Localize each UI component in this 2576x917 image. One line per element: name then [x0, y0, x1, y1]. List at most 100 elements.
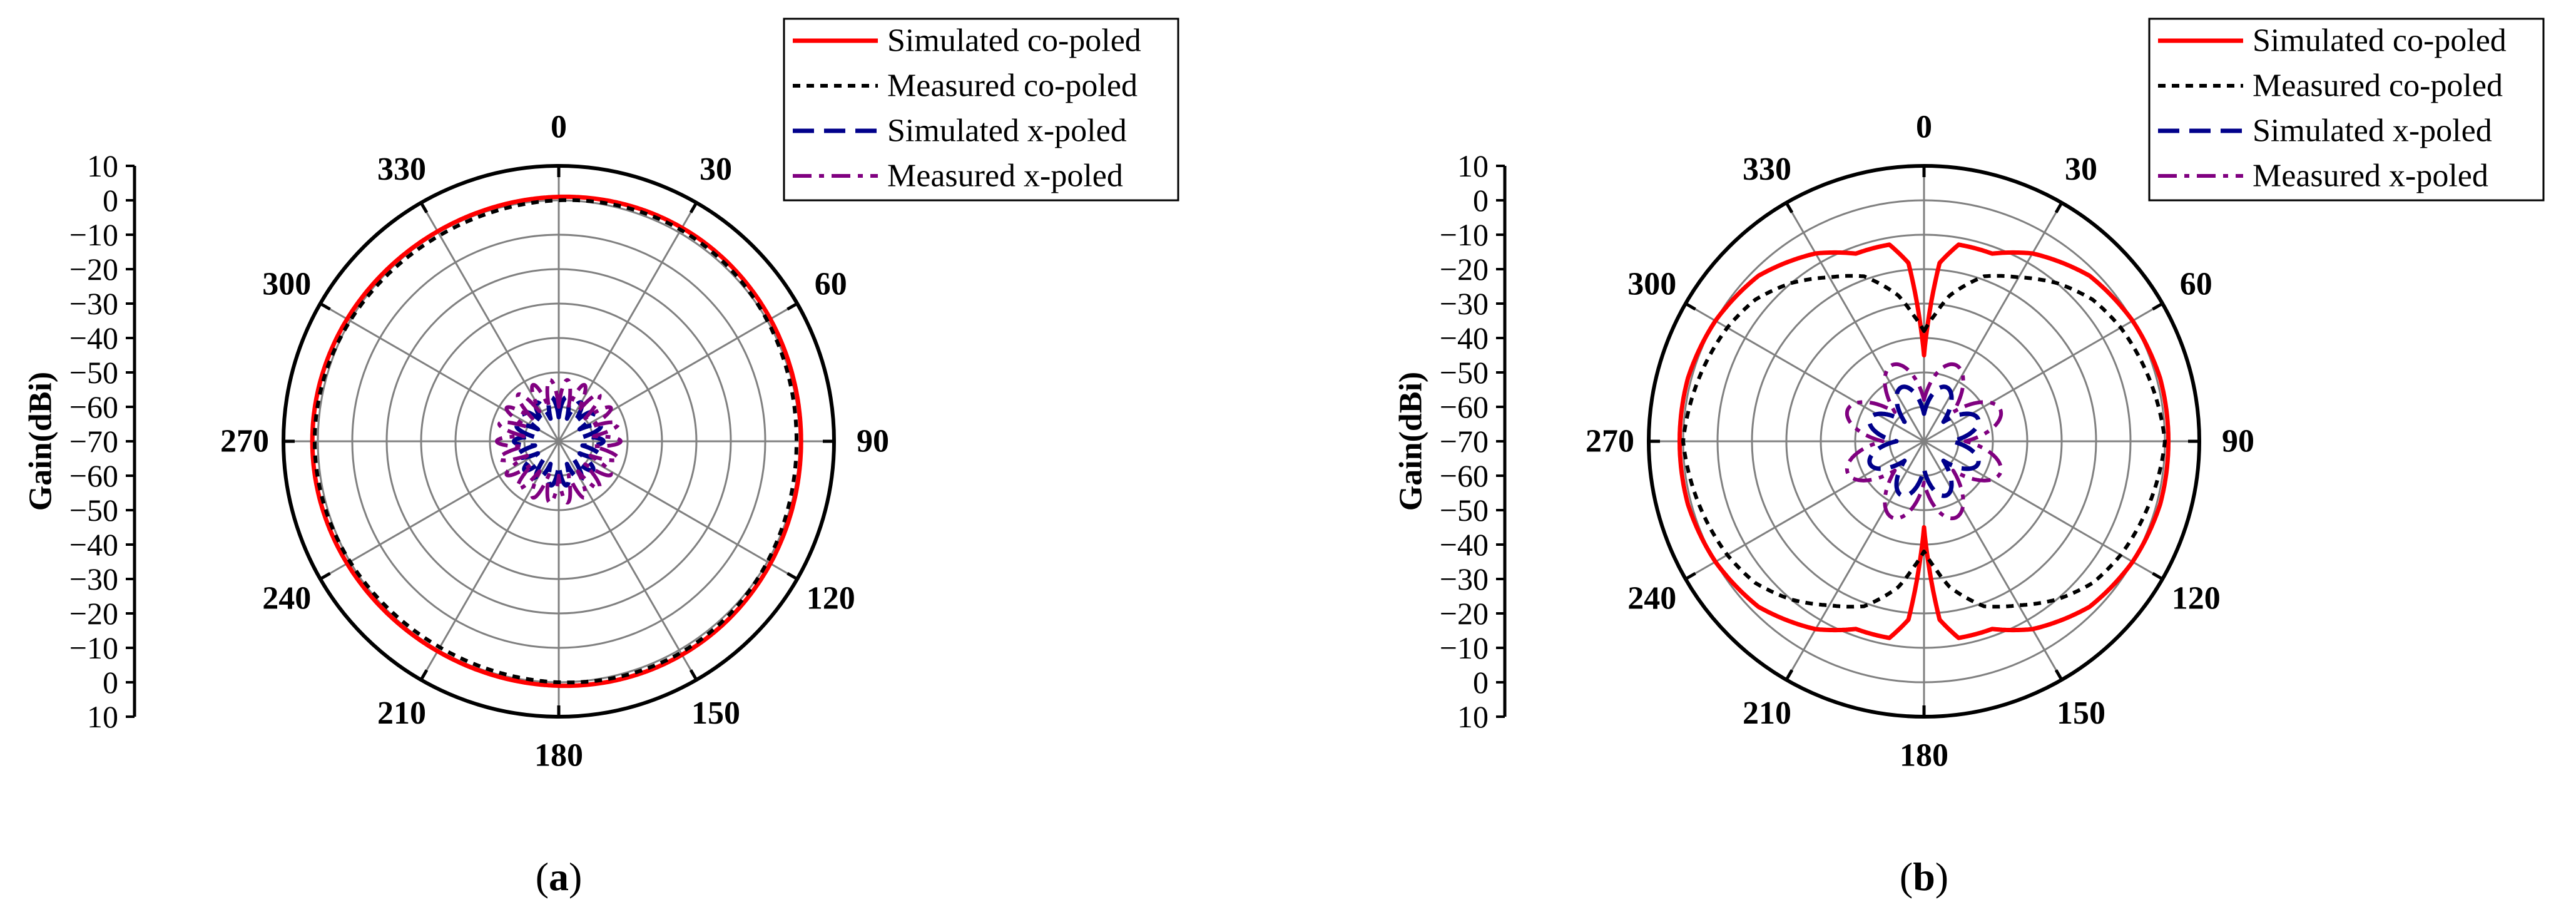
- angle-tick: [1784, 669, 1794, 681]
- axis-tick-label: −70: [1440, 424, 1489, 459]
- series-line-measured-x-poled: [1845, 362, 2003, 521]
- angle-tick: [2152, 302, 2164, 311]
- axis-tick-label: −30: [1440, 286, 1489, 321]
- angle-labels: 0 30 60 90 120 150 180 210 240 270 300 330: [1586, 110, 2254, 774]
- grid-spoke: [1685, 440, 1925, 580]
- panel-caption: (a): [536, 854, 583, 899]
- grid-spoke: [320, 440, 559, 580]
- angular-grid: [283, 166, 834, 717]
- angle-label: 180: [534, 738, 583, 774]
- angle-tick: [2054, 669, 2064, 681]
- legend-entry: Simulated co-poled: [2253, 23, 2507, 59]
- axis-tick-label: 10: [1457, 148, 1489, 183]
- radial-axis: 100−10−20−30−40−50−60−70−60−50−40−30−20−…: [1393, 148, 1507, 734]
- axis-tick-label: 10: [1457, 699, 1489, 734]
- series-line-simulated-x-poled: [1867, 384, 1981, 498]
- legend: Simulated co-poled Measured co-poled Simul…: [2148, 18, 2545, 202]
- legend-box: [783, 18, 1179, 202]
- angle-label: 30: [2065, 151, 2097, 187]
- grid-spoke: [1685, 302, 1925, 443]
- legend-entry: Simulated x-poled: [887, 113, 1127, 149]
- angle-tick: [689, 669, 698, 681]
- series-line-measured-x-poled: [495, 378, 623, 505]
- angle-label: 240: [262, 581, 311, 617]
- angle-label: 0: [551, 110, 567, 145]
- angle-tick: [787, 302, 798, 311]
- polar-chart-a: 0306090120150180210240270300330100−10−20…: [23, 18, 1179, 899]
- angle-label: 270: [220, 424, 269, 459]
- legend: Simulated co-poled Measured co-poled Simul…: [783, 18, 1179, 202]
- radial-axis: 100−10−20−30−40−50−60−70−60−50−40−30−20−…: [23, 148, 136, 734]
- legend-entry: Measured co-poled: [2253, 68, 2503, 104]
- axis-tick-label: −60: [1440, 389, 1489, 424]
- axis-tick-label: −50: [69, 355, 118, 390]
- grid-spoke: [557, 441, 698, 680]
- axis-tick-label: −60: [69, 458, 118, 493]
- legend-box: [2148, 18, 2545, 202]
- angle-labels: 0 30 60 90 120 150 180 210 240 270 300 330: [220, 110, 889, 774]
- angle-label: 210: [1743, 695, 1791, 731]
- angle-label: 300: [1627, 267, 1676, 302]
- polar-chart-b: 0306090120150180210240270300330100−10−20…: [1393, 18, 2545, 899]
- caption-open-paren: (: [1900, 854, 1913, 899]
- series-line-simulated-co-poled: [1677, 242, 2171, 640]
- axis-tick-label: −40: [69, 320, 118, 356]
- grid-spoke: [1923, 441, 2063, 680]
- axis-tick-label: −20: [1440, 596, 1489, 631]
- legend-entry: Measured x-poled: [887, 158, 1123, 194]
- axis-tick-label: −30: [69, 286, 118, 321]
- caption-open-paren: (: [536, 854, 549, 899]
- angle-label: 120: [2172, 581, 2221, 617]
- angle-label: 150: [2057, 695, 2105, 731]
- axis-tick-label: 10: [87, 699, 118, 734]
- y-axis-label: Gain(dBi): [1393, 372, 1429, 511]
- series-line-measured-co-poled: [1681, 274, 2167, 609]
- y-axis-label: Gain(dBi): [23, 372, 59, 511]
- angle-tick: [1784, 202, 1794, 213]
- axis-tick-label: −60: [69, 389, 118, 424]
- axis-tick-label: −50: [1440, 355, 1489, 390]
- angle-label: 240: [1627, 581, 1676, 617]
- angle-tick: [419, 202, 429, 213]
- axis-tick-label: −30: [1440, 561, 1489, 597]
- axis-tick-label: −10: [1440, 217, 1489, 252]
- legend-entry: Simulated x-poled: [2253, 113, 2492, 149]
- angle-tick: [1684, 302, 1696, 311]
- legend-entry: Measured x-poled: [2253, 158, 2488, 194]
- series-line-simulated-co-poled: [310, 194, 803, 689]
- grid-spoke: [1923, 440, 2163, 580]
- angle-label: 90: [2222, 424, 2254, 459]
- axis-tick-label: −20: [1440, 252, 1489, 287]
- angle-tick: [2152, 571, 2164, 581]
- caption-letter: a: [549, 854, 569, 899]
- caption-close-paren: ): [1935, 854, 1948, 899]
- grid-spoke: [558, 302, 798, 443]
- axis-tick-label: −50: [69, 493, 118, 528]
- angle-label: 150: [691, 695, 740, 731]
- axis-tick-label: −10: [69, 217, 118, 252]
- angle-tick: [419, 669, 429, 681]
- axis-tick-label: −70: [69, 424, 118, 459]
- angle-tick: [689, 202, 698, 213]
- grid-spoke: [1923, 302, 2163, 443]
- angle-tick: [787, 571, 798, 581]
- angle-label: 120: [807, 581, 855, 617]
- angle-label: 60: [2180, 267, 2212, 302]
- angle-label: 60: [815, 267, 847, 302]
- grid-spoke: [1923, 202, 2063, 442]
- legend-entry: Simulated co-poled: [887, 23, 1141, 59]
- angle-label: 270: [1586, 424, 1634, 459]
- grid-spoke: [1785, 441, 1925, 680]
- axis-tick-label: 0: [103, 665, 118, 700]
- grid-spoke: [558, 440, 798, 580]
- axis-tick-label: −20: [69, 596, 118, 631]
- axis-tick-label: −30: [69, 561, 118, 597]
- grid-spoke: [420, 441, 560, 680]
- axis-tick-label: −40: [1440, 527, 1489, 562]
- angle-tick: [2054, 202, 2064, 213]
- grid-spoke: [320, 302, 559, 443]
- axis-tick-label: 0: [1473, 665, 1489, 700]
- caption-close-paren: ): [569, 854, 582, 899]
- axis-tick-label: 0: [103, 183, 118, 218]
